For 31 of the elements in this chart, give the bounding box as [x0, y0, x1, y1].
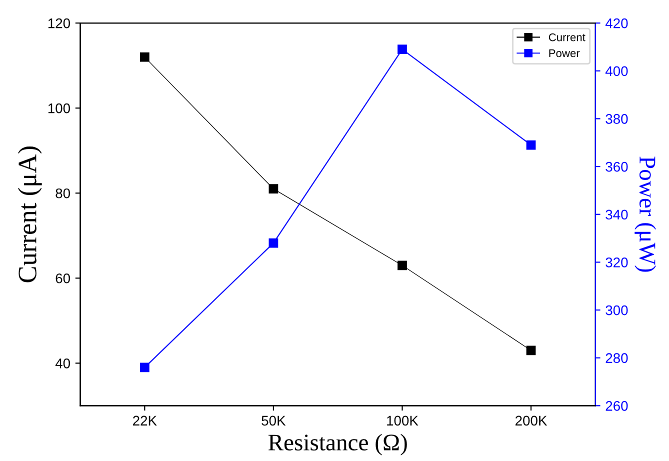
y-tick-label: 80 [56, 188, 70, 198]
x-tick-label: 50K [262, 416, 286, 426]
y2-tick-label: 420 [605, 18, 628, 28]
y2-tick-label: 300 [606, 305, 628, 316]
x-tick-label: 22K [133, 416, 157, 426]
y-axis-title: Current (μA) [18, 146, 42, 282]
point [398, 260, 407, 270]
y2-tick-label: 360 [606, 162, 628, 172]
y-tick-label: 40 [55, 358, 70, 368]
point [268, 184, 278, 194]
y2-tick-label: 260 [606, 401, 628, 411]
x-tick-label: 200K [516, 416, 548, 426]
point [140, 52, 150, 62]
y-tick-label: 120 [48, 18, 70, 28]
point [526, 140, 536, 150]
y2-axis-title: Power (μW) [634, 156, 656, 272]
y2-tick-label: 320 [606, 258, 628, 268]
legend-label: Current [548, 33, 586, 42]
point [398, 44, 407, 54]
y2-tick-label: 400 [605, 66, 628, 76]
y2-tick-label: 340 [606, 210, 628, 220]
legend-label: Power [549, 49, 580, 58]
x-tick-label: 100K [387, 416, 418, 426]
y2-tick-label: 380 [606, 114, 628, 124]
y2-tick-label: 280 [606, 353, 628, 364]
y-tick-label: 100 [48, 103, 70, 114]
point [526, 346, 536, 356]
x-axis-title: Resistance (Ω) [268, 434, 407, 456]
point [140, 362, 150, 372]
y-tick-label: 60 [56, 273, 70, 284]
point [268, 238, 278, 248]
